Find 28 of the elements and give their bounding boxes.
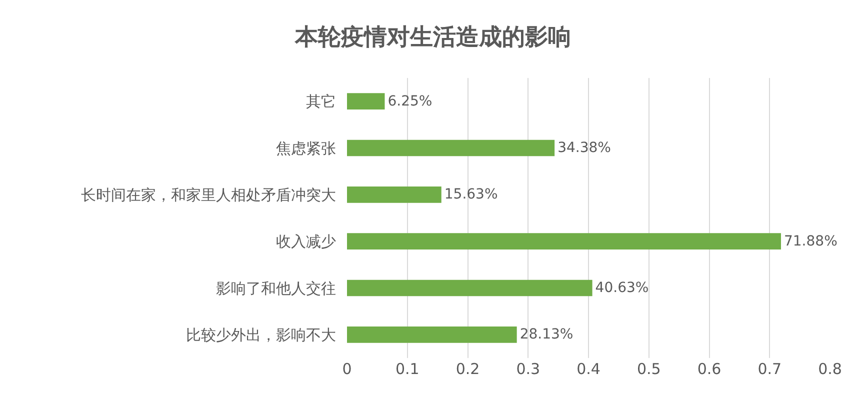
x-tick-label: 0.4 xyxy=(576,360,600,378)
x-tick-label: 0.6 xyxy=(697,360,722,378)
data-label: 28.13% xyxy=(520,326,574,343)
y-tick-label: 比较少外出，影响不大 xyxy=(186,326,336,344)
y-tick-label: 影响了和他人交往 xyxy=(216,279,336,298)
bar xyxy=(347,140,555,156)
x-tick-label: 0.7 xyxy=(758,360,782,378)
y-tick-label: 收入减少 xyxy=(276,232,336,251)
x-tick-label: 0.5 xyxy=(636,360,661,378)
data-label: 71.88% xyxy=(784,233,838,250)
x-tick-label: 0.1 xyxy=(395,360,420,378)
y-tick-label: 焦虑紧张 xyxy=(276,139,336,158)
data-label: 6.25% xyxy=(388,93,432,110)
x-tick-label: 0.2 xyxy=(456,360,480,378)
y-tick-label: 其它 xyxy=(306,92,336,111)
bar xyxy=(347,326,517,343)
data-label: 15.63% xyxy=(444,186,498,203)
chart-title: 本轮疫情对生活造成的影响 xyxy=(294,24,571,50)
bar xyxy=(347,233,781,250)
bar xyxy=(347,280,592,296)
x-tick-label: 0 xyxy=(342,360,352,378)
x-tick-label: 0.3 xyxy=(516,360,540,378)
data-label: 34.38% xyxy=(558,140,611,156)
bar xyxy=(347,186,442,203)
x-tick-label: 0.8 xyxy=(818,360,842,378)
y-tick-label: 长时间在家，和家里人相处矛盾冲突大 xyxy=(81,186,336,204)
bar xyxy=(347,93,385,110)
data-label: 40.63% xyxy=(595,280,649,296)
